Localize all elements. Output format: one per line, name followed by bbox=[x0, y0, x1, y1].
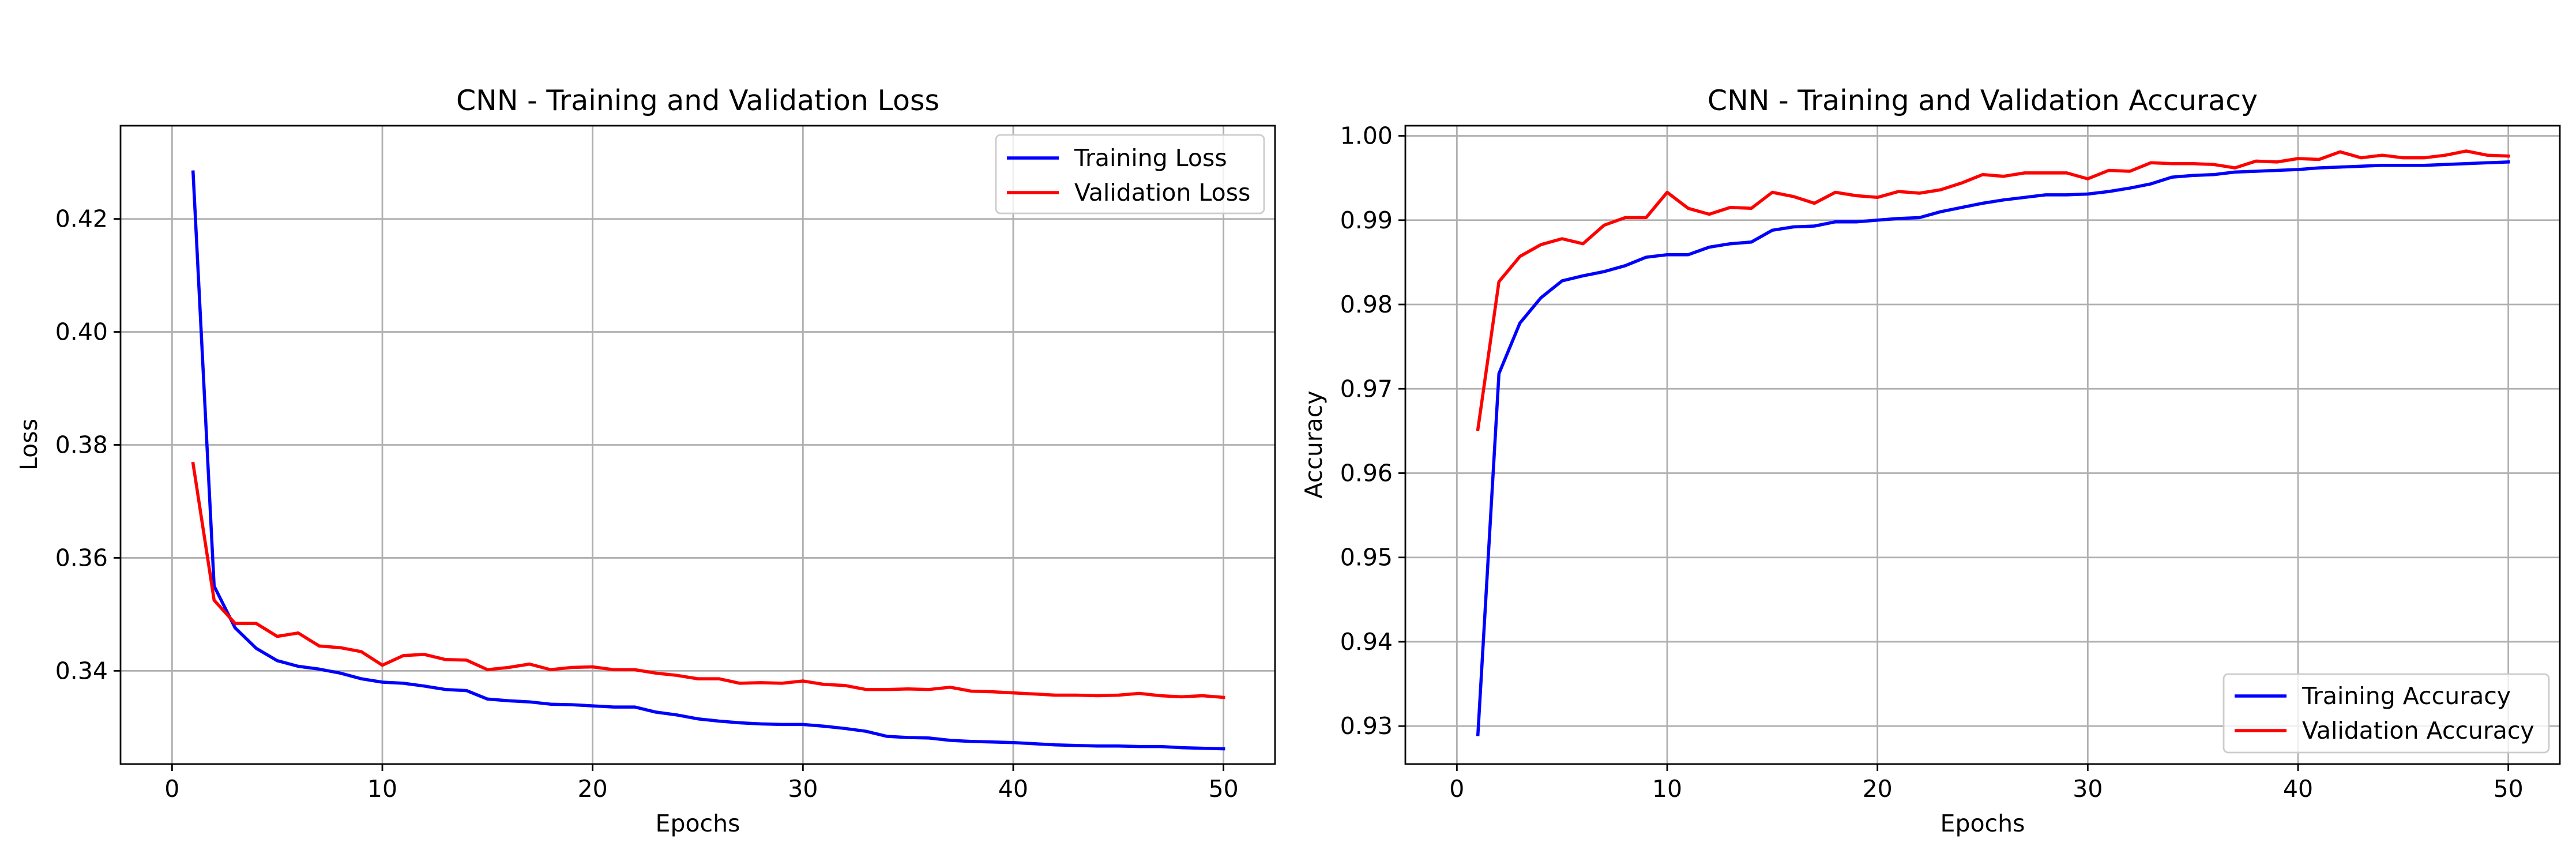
accuracy-y-tick-label: 0.93 bbox=[1340, 712, 1393, 740]
accuracy-legend: Training Accuracy Validation Accuracy bbox=[2222, 673, 2550, 754]
loss-legend-label-training: Training Loss bbox=[1074, 144, 1227, 172]
loss-x-tick-label: 50 bbox=[1209, 775, 1239, 803]
loss-x-tick-label: 0 bbox=[164, 775, 179, 803]
loss-legend-label-validation: Validation Loss bbox=[1074, 179, 1250, 206]
accuracy-x-tick-label: 30 bbox=[2073, 775, 2103, 803]
loss-y-tick-label: 0.42 bbox=[55, 205, 108, 233]
loss-validation-loss-line bbox=[191, 461, 1225, 699]
loss-x-tick-label: 10 bbox=[367, 775, 397, 803]
loss-x-tick-label: 40 bbox=[998, 775, 1028, 803]
accuracy-ticks: 0 10 20 30 40 50 0.93 0.94 0.95 0.96 0.97 0.98 0.99 1… bbox=[1340, 122, 2524, 803]
accuracy-series-group bbox=[1476, 149, 2510, 736]
loss-y-tick-label: 0.40 bbox=[55, 318, 108, 346]
loss-y-axis-label: Loss bbox=[15, 419, 43, 471]
accuracy-plot-frame bbox=[1404, 125, 2561, 765]
accuracy-training-accuracy-line bbox=[1476, 160, 2510, 736]
loss-y-tick-label: 0.34 bbox=[55, 657, 108, 684]
loss-x-axis-label: Epochs bbox=[656, 810, 740, 837]
loss-grid bbox=[121, 126, 1275, 764]
accuracy-validation-accuracy-line bbox=[1476, 149, 2510, 431]
loss-chart-panel: 0 10 20 30 40 50 0.34 0.36 0.38 0.40 0.42 CNN - Tr… bbox=[15, 84, 1276, 837]
accuracy-chart-panel: 0 10 20 30 40 50 0.93 0.94 0.95 0.96 0.97 0.98 0.99 1… bbox=[1300, 84, 2561, 837]
loss-x-tick-label: 20 bbox=[578, 775, 608, 803]
accuracy-x-tick-label: 0 bbox=[1449, 775, 1464, 803]
accuracy-x-tick-label: 40 bbox=[2283, 775, 2313, 803]
accuracy-x-tick-label: 50 bbox=[2494, 775, 2524, 803]
accuracy-x-axis-label: Epochs bbox=[1941, 810, 2025, 837]
accuracy-y-tick-label: 0.96 bbox=[1340, 459, 1393, 487]
accuracy-y-tick-label: 0.94 bbox=[1340, 628, 1393, 656]
loss-series-group bbox=[191, 170, 1225, 751]
accuracy-chart-title: CNN - Training and Validation Accuracy bbox=[1708, 84, 2258, 117]
loss-chart-title: CNN - Training and Validation Loss bbox=[456, 84, 939, 117]
accuracy-x-tick-label: 20 bbox=[1863, 775, 1893, 803]
accuracy-x-tick-label: 10 bbox=[1652, 775, 1682, 803]
accuracy-grid bbox=[1405, 126, 2560, 764]
accuracy-y-tick-label: 0.97 bbox=[1340, 375, 1393, 402]
loss-legend-box bbox=[995, 134, 1265, 215]
accuracy-y-tick-label: 1.00 bbox=[1340, 122, 1393, 150]
loss-x-tick-label: 30 bbox=[788, 775, 818, 803]
accuracy-legend-box bbox=[2222, 673, 2550, 754]
loss-y-tick-label: 0.36 bbox=[55, 544, 108, 571]
loss-y-tick-label: 0.38 bbox=[55, 431, 108, 459]
accuracy-legend-label-validation: Validation Accuracy bbox=[2302, 717, 2534, 744]
accuracy-legend-label-training: Training Accuracy bbox=[2302, 682, 2511, 710]
accuracy-y-tick-label: 0.98 bbox=[1340, 291, 1393, 318]
loss-training-loss-line bbox=[191, 170, 1225, 751]
accuracy-y-tick-label: 0.99 bbox=[1340, 206, 1393, 234]
accuracy-y-tick-label: 0.95 bbox=[1340, 544, 1393, 571]
loss-ticks: 0 10 20 30 40 50 0.34 0.36 0.38 0.40 0.42 bbox=[55, 205, 1239, 803]
loss-legend: Training Loss Validation Loss bbox=[995, 134, 1265, 215]
accuracy-y-axis-label: Accuracy bbox=[1300, 390, 1328, 498]
